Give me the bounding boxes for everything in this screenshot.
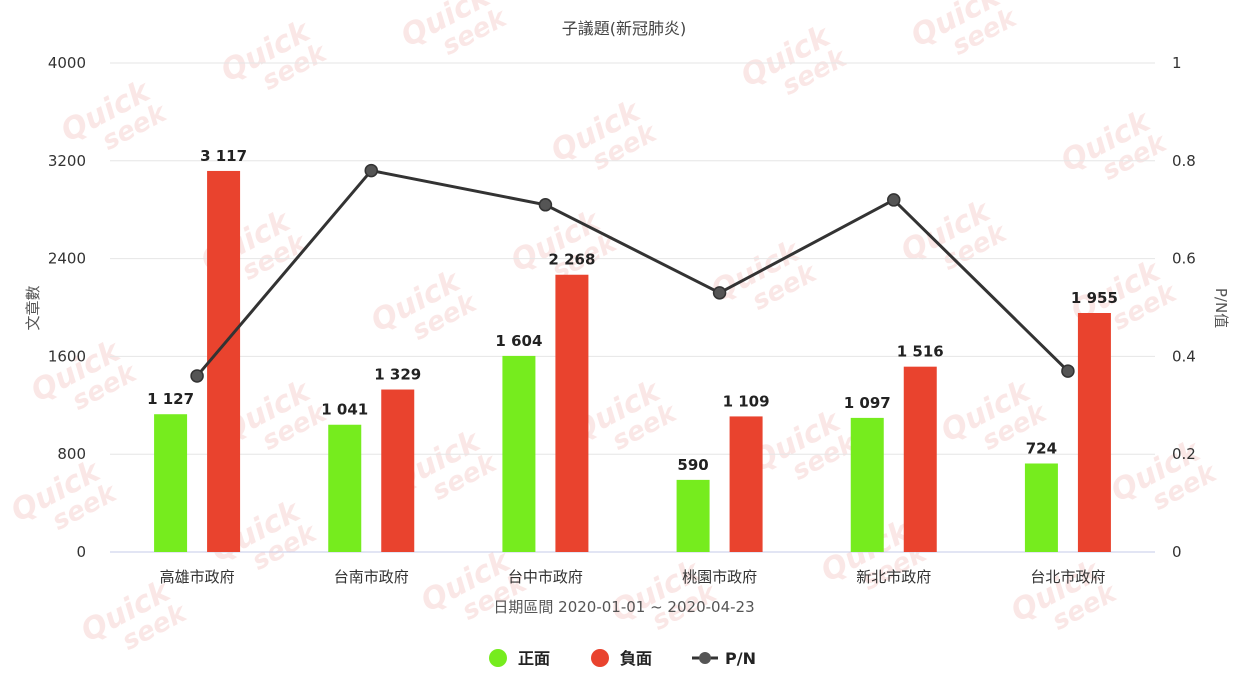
y-tick-label: 1600 — [48, 347, 86, 365]
x-category-label: 高雄市政府 — [160, 568, 235, 586]
negative-bar — [729, 416, 763, 552]
legend-marker — [591, 649, 609, 667]
legend-item[interactable]: P/N — [692, 649, 756, 668]
y2-tick-label: 0.6 — [1172, 250, 1196, 268]
data-label: 590 — [677, 456, 708, 474]
x-axis-categories: 高雄市政府 台南市政府 台中市政府 桃園市政府 新北市政府 台北市政府 — [160, 568, 1106, 586]
x-category-label: 新北市政府 — [856, 568, 931, 586]
positive-bar — [850, 417, 884, 552]
data-label: 724 — [1026, 439, 1057, 457]
pn-point — [364, 163, 378, 178]
data-label: 1 604 — [495, 332, 542, 350]
pn-point — [712, 286, 727, 300]
y2-axis-title: P/N值 — [1212, 288, 1230, 328]
negative-bar — [555, 274, 589, 552]
legend-marker — [699, 652, 711, 664]
negative-bar — [207, 170, 241, 552]
negative-bar — [903, 366, 937, 552]
pn-point — [190, 369, 204, 383]
negative-bar — [1077, 313, 1111, 552]
x-category-label: 桃園市政府 — [682, 568, 757, 586]
positive-bar — [502, 355, 536, 552]
y-tick-label: 0 — [76, 543, 86, 561]
y-axis-title: 文章數 — [24, 285, 42, 330]
x-category-label: 台中市政府 — [508, 568, 583, 586]
grid-lines — [110, 62, 1155, 553]
data-label: 1 127 — [147, 390, 194, 408]
x-category-label: 台南市政府 — [334, 568, 409, 586]
x-category-label: 台北市政府 — [1030, 568, 1105, 586]
data-label: 1 329 — [374, 366, 421, 384]
y-tick-label: 2400 — [48, 250, 86, 268]
legend-item[interactable]: 正面 — [489, 649, 550, 668]
negative-bar — [381, 389, 415, 552]
pn-line-series — [190, 163, 1075, 383]
y-tick-label: 800 — [57, 445, 86, 463]
positive-bar — [328, 424, 362, 552]
pn-line — [195, 168, 1069, 377]
bars: 1 127 1 041 1 604 590 1 097 724 3 117 1 329 2 26… — [147, 147, 1118, 552]
legend-label: 負面 — [620, 649, 652, 668]
y-axis-ticks: 0 800 1600 2400 3200 4000 — [48, 54, 86, 561]
data-label: 1 109 — [723, 392, 770, 410]
y2-tick-label: 1 — [1172, 54, 1182, 72]
pn-point — [1061, 364, 1075, 378]
y2-tick-label: 0.4 — [1172, 347, 1196, 365]
pn-point — [538, 198, 553, 212]
data-label: 1 955 — [1071, 289, 1118, 307]
legend-label: 正面 — [518, 649, 550, 668]
positive-bar — [1024, 463, 1058, 552]
data-label: 1 516 — [897, 343, 944, 361]
pn-point — [887, 193, 901, 207]
y-tick-label: 3200 — [48, 152, 86, 170]
chart-title: 子議題(新冠肺炎) — [562, 19, 687, 38]
positive-bar — [154, 414, 188, 552]
y2-axis-ticks: 0 0.2 0.4 0.6 0.8 1 — [1172, 54, 1196, 561]
y2-tick-label: 0.8 — [1172, 152, 1196, 170]
legend-item[interactable]: 負面 — [591, 649, 652, 668]
data-label: 2 268 — [548, 251, 595, 269]
legend[interactable]: 正面 負面 P/N — [489, 649, 756, 668]
y-tick-label: 4000 — [48, 54, 86, 72]
legend-marker — [489, 649, 507, 667]
data-label: 1 041 — [321, 401, 368, 419]
data-label: 3 117 — [200, 147, 247, 165]
y2-tick-label: 0 — [1172, 543, 1182, 561]
y2-tick-label: 0.2 — [1172, 445, 1196, 463]
legend-label: P/N — [725, 649, 756, 668]
data-label: 1 097 — [844, 394, 891, 412]
positive-bar — [676, 479, 710, 552]
x-axis-title: 日期區間 2020-01-01 ~ 2020-04-23 — [493, 598, 754, 616]
